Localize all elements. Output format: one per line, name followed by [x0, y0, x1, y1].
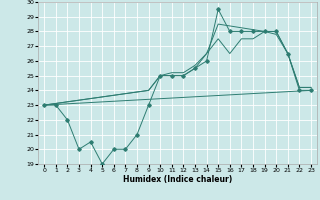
X-axis label: Humidex (Indice chaleur): Humidex (Indice chaleur): [123, 175, 232, 184]
